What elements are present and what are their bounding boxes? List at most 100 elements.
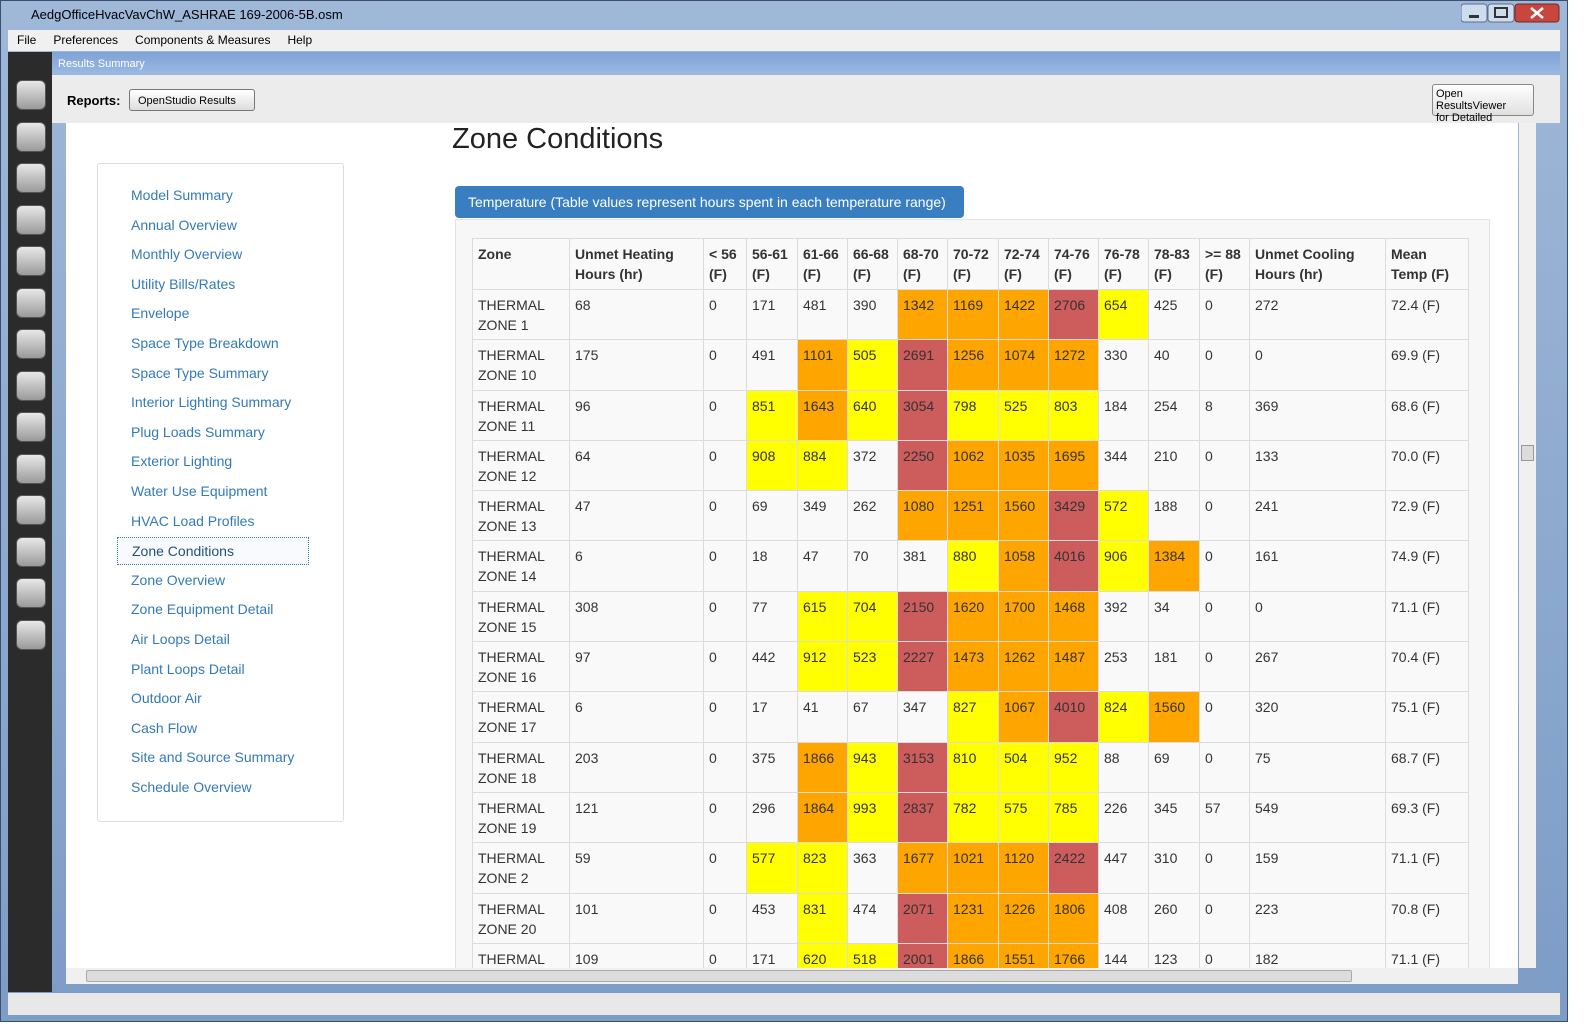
nav-item[interactable]: Model Summary — [131, 187, 233, 203]
nav-item[interactable]: Plant Loops Detail — [131, 660, 245, 677]
hours-cell: 4010 — [1048, 691, 1099, 743]
hours-cell: 181 — [1148, 641, 1200, 693]
menu-item[interactable]: File — [17, 33, 37, 47]
nav-item[interactable]: Exterior Lighting — [131, 453, 233, 470]
hours-cell: 344 — [1098, 439, 1149, 492]
column-header: >= 88 (F) — [1199, 238, 1250, 290]
table-row: THERMAL ZONE 17 6 0 17 41 67 347 827 1067 4010 824… — [472, 691, 1469, 743]
nav-item[interactable]: HVAC Load Profiles — [131, 512, 255, 529]
hours-cell: 41 — [797, 691, 848, 743]
nav-item[interactable]: Air Loops Detail — [131, 631, 230, 647]
zone-cell: THERMAL ZONE 15 — [472, 590, 570, 643]
hours-cell: 0 — [1199, 641, 1250, 693]
hours-cell: 831 — [797, 892, 848, 944]
toolbar-button[interactable] — [16, 287, 46, 318]
toolbar-button[interactable] — [16, 453, 46, 484]
horizontal-scrollbar[interactable] — [66, 968, 1518, 984]
hours-cell: 1695 — [1048, 439, 1099, 492]
hours-cell: 1058 — [998, 540, 1049, 592]
hours-cell: 47 — [797, 540, 848, 592]
nav-item[interactable]: Annual Overview — [131, 216, 237, 233]
unmet-heating-cell: 6 — [569, 691, 704, 743]
unmet-cooling-cell: 133 — [1249, 439, 1386, 492]
toolbar-button[interactable] — [16, 246, 46, 276]
open-resultsviewer-button[interactable]: Open ResultsViewer for Detailed Reports — [1432, 84, 1534, 136]
nav-item[interactable]: Utility Bills/Rates — [131, 275, 236, 292]
nav-item[interactable]: Cash Flow — [131, 719, 198, 736]
reports-select[interactable]: OpenStudio Results — [129, 89, 255, 111]
nav-item[interactable]: Space Type Breakdown — [131, 335, 279, 351]
unmet-heating-cell: 6 — [569, 540, 704, 592]
column-header: 61-66 (F) — [797, 238, 848, 290]
column-header: 66-68 (F) — [847, 238, 898, 290]
nav-item[interactable]: Space Type Summary — [131, 364, 269, 381]
nav-item[interactable]: Plug Loads Summary — [131, 423, 265, 440]
hours-cell: 144 — [1098, 942, 1149, 968]
unmet-heating-cell: 109 — [569, 942, 704, 968]
hours-cell: 824 — [1098, 691, 1149, 743]
hours-cell: 330 — [1098, 339, 1149, 391]
toolbar-button[interactable] — [16, 578, 46, 608]
hours-cell: 69 — [1148, 741, 1200, 793]
hours-cell: 372 — [847, 439, 898, 492]
hours-cell: 296 — [746, 791, 798, 844]
menu-item[interactable]: Help — [287, 33, 313, 47]
nav-item[interactable]: Water Use Equipment — [131, 483, 268, 499]
unmet-cooling-cell: 272 — [1249, 288, 1386, 341]
toolbar-button[interactable] — [16, 536, 46, 567]
hours-cell: 827 — [947, 691, 999, 743]
mean-temp-cell: 70.4 (F) — [1385, 641, 1469, 693]
zone-cell: THERMAL ZONE 20 — [472, 892, 570, 944]
nav-item[interactable]: Zone Equipment Detail — [131, 601, 274, 618]
toolbar-button[interactable] — [16, 163, 46, 193]
reports-bar: Reports: OpenStudio Results Open Results… — [52, 75, 1560, 136]
column-header: Unmet Cooling Hours (hr) — [1249, 238, 1386, 290]
hours-cell: 782 — [947, 791, 999, 844]
zone-cell: THERMAL ZONE 14 — [472, 540, 570, 592]
column-header: 68-70 (F) — [897, 238, 948, 290]
toolbar-button[interactable] — [16, 329, 46, 359]
nav-item[interactable]: Site and Source Summary — [131, 749, 295, 766]
hours-cell: 3153 — [897, 741, 948, 793]
toolbar-button[interactable] — [16, 204, 46, 235]
table-row: THERMAL ZONE 19 121 0 296 1864 993 2837 782 575 7… — [472, 791, 1469, 844]
hours-cell: 1080 — [897, 490, 948, 542]
vertical-scrollbar[interactable] — [1519, 123, 1536, 968]
nav-item[interactable]: Schedule Overview — [131, 779, 252, 795]
unmet-heating-cell: 175 — [569, 339, 704, 391]
panel-title[interactable]: Temperature (Table values represent hour… — [455, 186, 964, 218]
nav-item[interactable]: Zone Overview — [131, 571, 226, 588]
menu-item[interactable]: Components & Measures — [135, 33, 271, 47]
hours-cell: 993 — [847, 791, 898, 844]
hours-cell: 2250 — [897, 439, 948, 492]
nav-item[interactable]: Envelope — [131, 305, 190, 322]
hours-cell: 481 — [797, 288, 848, 341]
nav-item[interactable]: Monthly Overview — [131, 246, 243, 263]
toolbar-button[interactable] — [16, 370, 46, 401]
window-controls[interactable] — [1461, 3, 1561, 25]
scroll-thumb[interactable] — [86, 970, 1352, 982]
toolbar-button[interactable] — [16, 412, 46, 442]
hours-cell: 1468 — [1048, 590, 1099, 643]
hours-cell: 0 — [703, 389, 747, 441]
hours-cell: 0 — [1199, 540, 1250, 592]
toolbar-button[interactable] — [16, 619, 46, 650]
menu-item[interactable]: Preferences — [53, 33, 119, 47]
hours-cell: 0 — [1199, 590, 1250, 643]
hours-cell: 1101 — [797, 339, 848, 391]
nav-item[interactable]: Interior Lighting Summary — [131, 394, 292, 411]
toolbar-button[interactable] — [16, 495, 46, 525]
hours-cell: 349 — [797, 490, 848, 542]
mean-temp-cell: 72.9 (F) — [1385, 490, 1469, 542]
hours-cell: 1866 — [947, 942, 999, 968]
hours-cell: 1487 — [1048, 641, 1099, 693]
nav-item[interactable]: Outdoor Air — [131, 690, 202, 707]
scroll-thumb[interactable] — [1521, 445, 1534, 461]
unmet-cooling-cell: 549 — [1249, 791, 1386, 844]
nav-item[interactable]: Zone Conditions — [117, 537, 309, 566]
hours-cell: 0 — [1199, 942, 1250, 968]
toolbar-button[interactable] — [16, 121, 46, 152]
hours-cell: 1700 — [998, 590, 1049, 643]
table-row: THERMAL ZONE 16 97 0 442 912 523 2227 1473 1262 1… — [472, 641, 1469, 693]
toolbar-button[interactable] — [16, 80, 46, 110]
